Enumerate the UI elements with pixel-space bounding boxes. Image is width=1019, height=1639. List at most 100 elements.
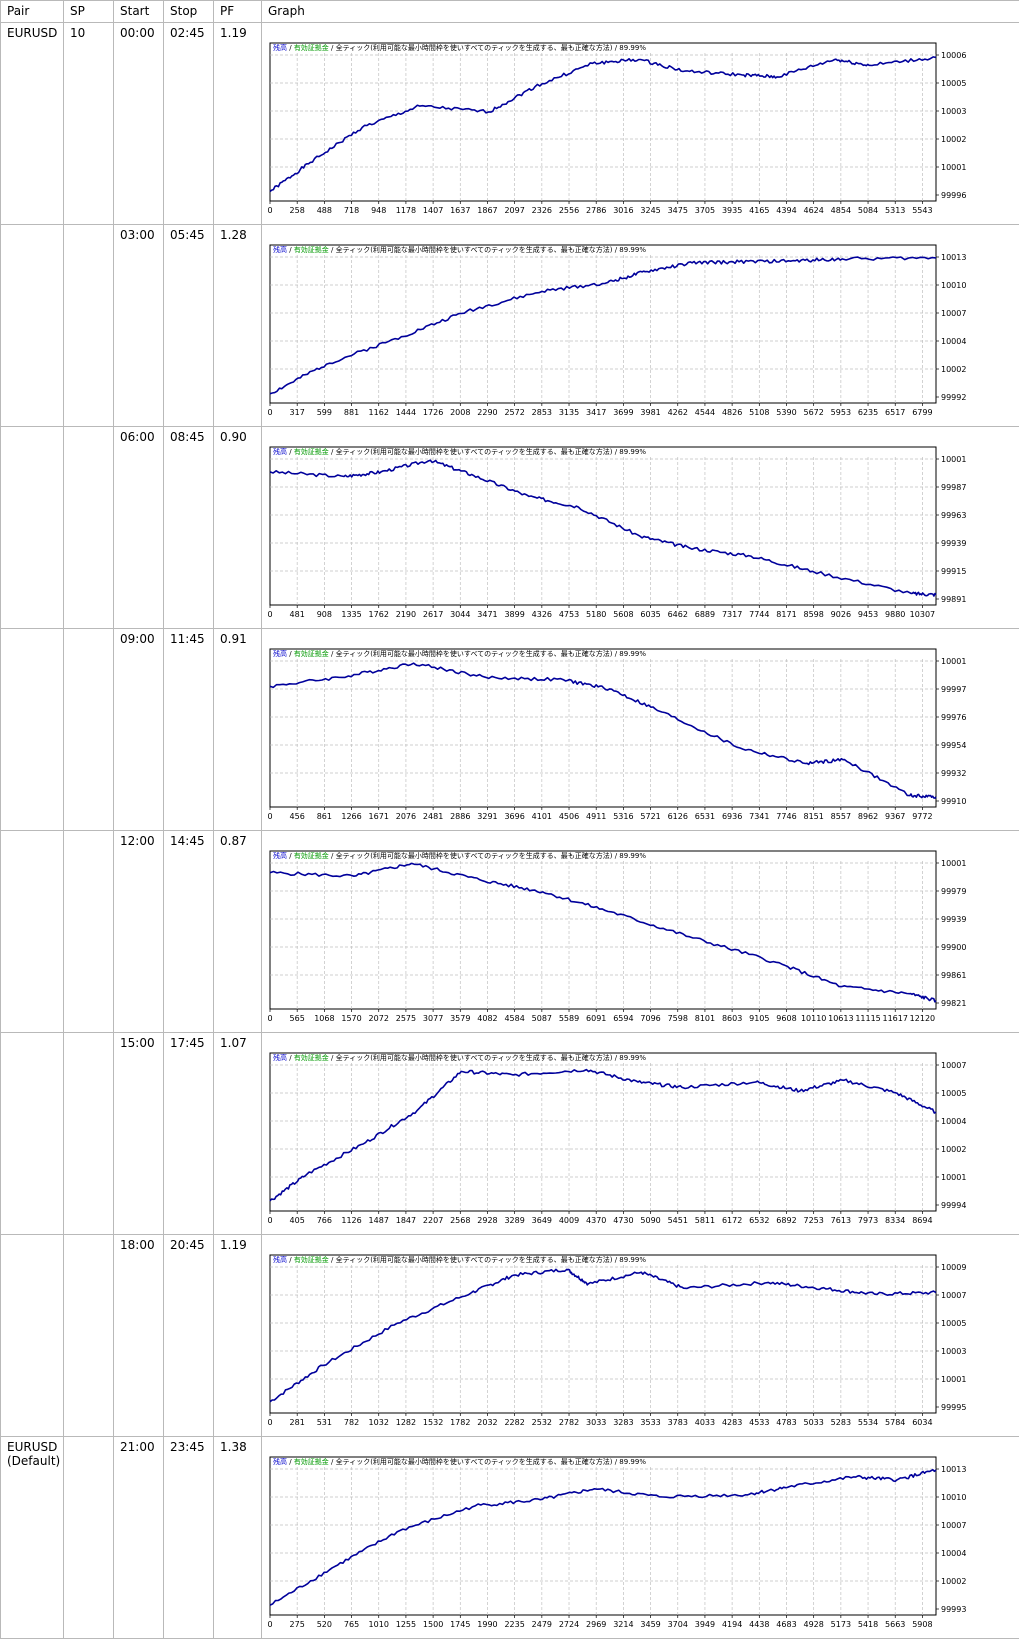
x-tick-label: 8598 [803, 610, 823, 619]
chart-header-sep2: / [329, 1458, 336, 1466]
x-tick-label: 4854 [831, 206, 851, 215]
x-tick-label: 881 [344, 408, 359, 417]
plot-frame [270, 447, 936, 605]
chart-header-part3: 全ティック(利用可能な最小時間枠を使いすべてのティックを生成する、最も正確な方法… [336, 447, 613, 456]
equity-chart: 残高 / 有効証拠金 / 全ティック(利用可能な最小時間枠を使いすべてのティック… [266, 1441, 966, 1631]
x-tick-label: 1266 [341, 812, 361, 821]
x-tick-label: 7744 [749, 610, 769, 619]
x-tick-label: 2556 [559, 206, 579, 215]
x-tick-label: 1126 [341, 1216, 361, 1225]
x-tick-label: 2235 [504, 1620, 524, 1629]
stop-cell: 17:45 [164, 1033, 214, 1235]
x-tick-label: 4262 [668, 408, 688, 417]
x-tick-label: 8151 [803, 812, 823, 821]
x-tick-label: 3705 [695, 206, 715, 215]
x-tick-label: 6172 [722, 1216, 742, 1225]
x-tick-label: 1782 [450, 1418, 470, 1427]
x-tick-label: 5087 [532, 1014, 552, 1023]
x-tick-label: 1500 [423, 1620, 443, 1629]
x-tick-label: 8101 [695, 1014, 715, 1023]
x-tick-label: 5608 [613, 610, 633, 619]
chart-header: 残高 / 有効証拠金 / 全ティック(利用可能な最小時間枠を使いすべてのティック… [273, 447, 646, 456]
x-tick-label: 3699 [613, 408, 633, 417]
y-tick-label: 1000263 [941, 1145, 966, 1154]
y-tick-label: 1000723 [941, 1291, 966, 1300]
x-tick-label: 2072 [369, 1014, 389, 1023]
col-header-pair: Pair [1, 1, 64, 23]
x-tick-label: 456 [290, 812, 305, 821]
y-tick-label: 1000110 [941, 455, 966, 464]
plot-frame [270, 851, 936, 1009]
x-tick-label: 0 [267, 1014, 272, 1023]
sp-cell [64, 427, 114, 629]
y-tick-label: 1000395 [941, 107, 966, 116]
x-tick-label: 1847 [396, 1216, 416, 1225]
chart-header-sep2: / [329, 852, 336, 860]
stop-cell: 11:45 [164, 629, 214, 831]
x-tick-label: 6889 [695, 610, 715, 619]
x-tick-label: 8557 [831, 812, 851, 821]
x-tick-label: 3033 [586, 1418, 606, 1427]
x-tick-label: 3471 [477, 610, 497, 619]
graph-cell: 残高 / 有効証拠金 / 全ティック(利用可能な最小時間枠を使いすべてのティック… [262, 831, 1019, 1033]
x-tick-label: 5313 [885, 206, 905, 215]
x-tick-label: 0 [267, 1418, 272, 1427]
pf-cell: 0.91 [214, 629, 262, 831]
x-tick-label: 7096 [640, 1014, 660, 1023]
x-tick-label: 6892 [776, 1216, 796, 1225]
x-tick-label: 8962 [858, 812, 878, 821]
x-tick-label: 0 [267, 1216, 272, 1225]
x-tick-label: 3289 [504, 1216, 524, 1225]
x-tick-label: 5589 [559, 1014, 579, 1023]
chart-header-part2: 有効証拠金 [294, 245, 329, 254]
x-tick-label: 2008 [450, 408, 470, 417]
x-tick-label: 2617 [423, 610, 443, 619]
x-tick-label: 5033 [803, 1418, 823, 1427]
start-cell: 21:00 [114, 1437, 164, 1639]
chart-header-part3: 全ティック(利用可能な最小時間枠を使いすべてのティックを生成する、最も正確な方法… [336, 1457, 613, 1466]
x-tick-label: 3935 [722, 206, 742, 215]
chart-header-part4: 89.99% [619, 1054, 646, 1062]
x-tick-label: 7613 [831, 1216, 851, 1225]
x-tick-label: 12120 [910, 1014, 935, 1023]
x-tick-label: 1032 [369, 1418, 389, 1427]
plot-frame [270, 649, 936, 807]
x-tick-label: 5316 [613, 812, 633, 821]
x-tick-label: 6532 [749, 1216, 769, 1225]
chart-header-sep2: / [329, 448, 336, 456]
x-tick-label: 4928 [803, 1620, 823, 1629]
chart-header-sep3: / [612, 246, 619, 254]
chart-header-part3: 全ティック(利用可能な最小時間枠を使いすべてのティックを生成する、最も正確な方法… [336, 851, 613, 860]
x-tick-label: 7973 [858, 1216, 878, 1225]
x-tick-label: 2782 [559, 1418, 579, 1427]
x-tick-label: 3533 [640, 1418, 660, 1427]
y-tick-label: 1000683 [941, 51, 966, 60]
x-tick-label: 1162 [369, 408, 389, 417]
x-tick-label: 4584 [504, 1014, 524, 1023]
x-tick-label: 5784 [885, 1418, 905, 1427]
x-tick-label: 10110 [801, 1014, 826, 1023]
y-tick-label: 1000146 [941, 1375, 966, 1384]
x-tick-label: 3704 [668, 1620, 688, 1629]
x-tick-label: 5390 [776, 408, 796, 417]
pf-cell: 0.87 [214, 831, 262, 1033]
x-tick-label: 4101 [532, 812, 552, 821]
pair-cell: EURUSD [1, 23, 64, 225]
y-tick-label: 998219 [941, 999, 966, 1008]
x-tick-label: 1407 [423, 206, 443, 215]
chart-header-part1: 残高 [273, 447, 287, 456]
start-cell: 15:00 [114, 1033, 164, 1235]
header-row: Pair SP Start Stop PF Graph [1, 1, 1019, 23]
x-tick-label: 5283 [831, 1418, 851, 1427]
y-tick-label: 1000776 [941, 1521, 966, 1530]
x-tick-label: 4544 [695, 408, 715, 417]
x-tick-label: 2479 [532, 1620, 552, 1629]
pf-cell: 1.19 [214, 1235, 262, 1437]
x-tick-label: 2207 [423, 1216, 443, 1225]
chart-header-part4: 89.99% [619, 650, 646, 658]
stop-cell: 23:45 [164, 1437, 214, 1639]
chart-header-sep3: / [612, 1458, 619, 1466]
x-tick-label: 258 [290, 206, 305, 215]
y-tick-label: 1000496 [941, 337, 966, 346]
chart-header-part2: 有効証拠金 [294, 43, 329, 52]
